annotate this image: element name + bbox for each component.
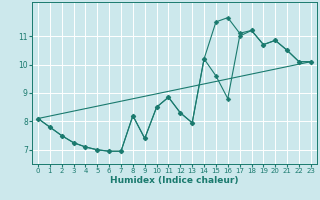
X-axis label: Humidex (Indice chaleur): Humidex (Indice chaleur) [110, 176, 239, 185]
